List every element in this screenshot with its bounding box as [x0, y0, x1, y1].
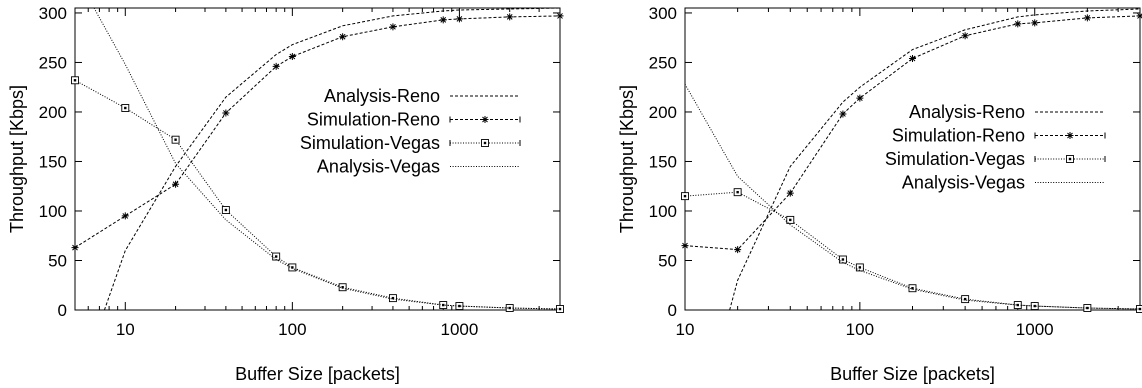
chart1-series-2 [71, 76, 564, 313]
chart1-series-2-point-9-dot [458, 304, 461, 308]
chart2-series-1-point-10 [1136, 12, 1142, 20]
chart1-series-1-point-7 [389, 23, 397, 31]
chart1-ytick-label-0: 0 [58, 301, 67, 320]
chart2-series-1-point-7 [1014, 20, 1022, 28]
chart1-series-0 [103, 8, 560, 310]
chart1-legend-label-3: Analysis-Vegas [317, 157, 440, 177]
chart1-series-1-point-9 [455, 15, 463, 23]
chart2-series-2-point-1-dot [736, 190, 739, 194]
chart2-series-2-point-5-dot [911, 287, 914, 290]
chart1-ytick-label-250: 250 [39, 53, 67, 72]
chart1-series-1-point-8 [439, 16, 447, 24]
chart2-series-0 [729, 8, 1140, 310]
chart2-series-3-line [685, 83, 1140, 310]
chart2-ytick-label-300: 300 [649, 4, 677, 23]
chart2-series-3 [685, 83, 1140, 310]
chart2-series-2-point-0-dot [683, 194, 687, 198]
chart1-series-2-point-8-dot [442, 303, 445, 307]
chart2-series-2-point-4-dot [858, 266, 862, 269]
chart2-ytick-label-100: 100 [649, 202, 677, 221]
chart1-xtick-label-1000: 1000 [441, 320, 479, 339]
chart2-series-1-point-3 [839, 110, 847, 118]
chart2-series-0-line [729, 8, 1140, 310]
chart2-series-1-point-0 [681, 242, 689, 250]
chart2-series-2-point-2-dot [789, 218, 792, 222]
chart1-x-axis-label: Buffer Size [packets] [235, 364, 400, 384]
chart2-xtick-label-10: 10 [676, 320, 695, 339]
chart1-xtick-label-100: 100 [278, 320, 306, 339]
chart1-series-2-point-2-dot [174, 138, 177, 141]
chart1-ytick-label-50: 50 [48, 251, 67, 270]
chart1-ytick-label-150: 150 [39, 152, 67, 171]
chart2-xtick-label-100: 100 [846, 320, 874, 339]
chart1-legend-label-0: Analysis-Reno [324, 86, 440, 106]
chart2-series-1-point-2 [786, 189, 794, 197]
chart2-series-2-point-6-dot [963, 297, 967, 301]
chart1-series-2-point-1-dot [124, 106, 127, 110]
chart2-series-2 [681, 188, 1142, 313]
chart2-series-1-line [685, 15, 1140, 251]
chart1-xtick-label-10: 10 [116, 320, 135, 339]
chart1-plot-frame [74, 7, 561, 311]
chart2-ytick-label-150: 150 [649, 152, 677, 171]
chart1-series-2-point-6-dot [341, 286, 344, 289]
chart1-legend-marker-2-dot [483, 141, 487, 145]
chart1-y-axis-label: Throughput [Kbps] [7, 85, 27, 233]
chart2-legend-label-0: Analysis-Reno [909, 102, 1025, 122]
chart2-series-1-point-6 [961, 32, 969, 40]
chart2-series-2-point-7-dot [1016, 303, 1019, 307]
chart1-legend-marker-1 [481, 116, 489, 123]
chart1-series-2-line [75, 79, 560, 310]
chart2-series-1-point-8 [1031, 19, 1039, 27]
chart2-series-1-point-1 [734, 246, 742, 254]
chart1-ytick-label-100: 100 [39, 202, 67, 221]
chart2-legend-label-2: Simulation-Vegas [885, 149, 1025, 169]
chart-panel-right: 0 50 100 150 200 250 300 10 100 1000 Buffer Size [… [617, 4, 1142, 384]
chart2-series-2-point-9-dot [1086, 306, 1089, 310]
chart2-legend-marker-1 [1066, 132, 1074, 139]
chart1-series-1 [71, 12, 564, 252]
chart2-legend-label-3: Analysis-Vegas [902, 173, 1025, 193]
chart1-series-1-point-3 [222, 109, 230, 117]
chart1-series-1-point-6 [339, 33, 347, 41]
chart1-series-1-point-10 [506, 13, 514, 21]
chart1-series-1-point-4 [272, 62, 280, 70]
chart1-series-1-point-1 [121, 212, 129, 220]
chart1-series-1-point-11 [556, 12, 564, 20]
chart2-legend-marker-2-dot [1068, 157, 1072, 161]
chart1-series-1-line [75, 15, 560, 249]
chart2-xtick-label-1000: 1000 [1016, 320, 1054, 339]
chart2-ytick-label-50: 50 [658, 251, 677, 270]
chart-panel-left: 0 50 100 150 200 250 300 10 100 1000 Buffer Size [… [7, 4, 564, 384]
chart2-ytick-label-0: 0 [668, 301, 677, 320]
chart2-series-1 [681, 12, 1142, 254]
chart2-series-1-point-9 [1083, 14, 1091, 22]
chart1-series-2-point-10-dot [508, 306, 511, 310]
chart2-y-axis-label: Throughput [Kbps] [617, 85, 637, 233]
chart2-series-2-point-3-dot [841, 258, 845, 261]
chart1-series-2-point-3-dot [224, 208, 228, 212]
chart1-series-2-point-7-dot [391, 296, 395, 300]
chart1-legend-label-2: Simulation-Vegas [300, 133, 440, 153]
chart1-series-1-point-5 [288, 53, 296, 61]
chart2-ytick-label-200: 200 [649, 103, 677, 122]
chart2-series-1-point-4 [856, 94, 864, 102]
chart2-series-2-point-10-dot [1138, 307, 1142, 311]
chart1-ytick-label-300: 300 [39, 4, 67, 23]
chart2-series-1-point-5 [909, 54, 916, 62]
chart1-series-2-point-0-dot [73, 79, 77, 82]
chart2-legend-label-1: Simulation-Reno [892, 126, 1025, 146]
chart1-series-1-point-2 [172, 180, 180, 188]
chart2-ytick-label-250: 250 [649, 53, 677, 72]
chart1-series-0-line [103, 8, 560, 310]
chart1-ytick-label-200: 200 [39, 103, 67, 122]
chart1-series-2-point-4-dot [274, 255, 278, 258]
chart1-series-1-point-0 [71, 244, 79, 252]
chart2-series-2-point-8-dot [1033, 304, 1036, 308]
chart1-legend-label-1: Simulation-Reno [307, 110, 440, 130]
chart1-series-2-point-5-dot [291, 266, 294, 269]
chart2-x-axis-label: Buffer Size [packets] [830, 364, 995, 384]
